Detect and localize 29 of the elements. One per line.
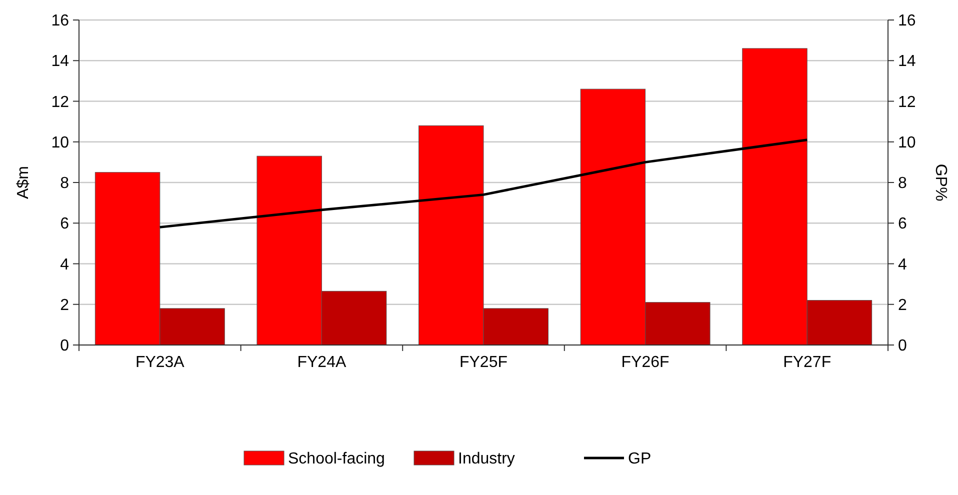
x-tick-label: FY24A [297, 354, 346, 371]
legend-label: Industry [458, 450, 515, 468]
legend-label: School-facing [288, 450, 385, 468]
y2-tick-label: 0 [898, 338, 907, 355]
y-axis-title: A$m [15, 166, 32, 199]
x-tick-label: FY27F [783, 354, 832, 371]
y2-tick-label: 16 [898, 12, 916, 30]
y-tick-label: 8 [60, 175, 70, 192]
y-tick-label: 14 [51, 53, 70, 70]
y2-tick-label: 8 [898, 175, 907, 192]
x-tick-label: FY25F [459, 354, 508, 371]
y-tick-label: 6 [60, 216, 70, 233]
y2-tick-label: 10 [898, 134, 916, 152]
y2-tick-label: 2 [898, 296, 907, 314]
y-tick-label: 0 [60, 338, 70, 355]
y2-axis-title: GP% [932, 164, 949, 202]
legend-label: GP [628, 450, 652, 468]
y-tick-label: 12 [51, 94, 70, 111]
line-series [158, 138, 808, 228]
y2-tick-label: 12 [898, 94, 916, 111]
x-tick-label: FY23A [135, 354, 185, 371]
y-tick-label: 4 [60, 256, 70, 274]
y-tick-label: 16 [51, 12, 70, 30]
y2-tick-label: 4 [898, 256, 907, 274]
x-tick-label: FY26F [621, 354, 670, 371]
y-tick-label: 10 [51, 134, 70, 152]
y2-tick-label: 14 [898, 53, 916, 70]
y-tick-label: 2 [60, 296, 70, 314]
y2-tick-label: 6 [898, 216, 907, 233]
